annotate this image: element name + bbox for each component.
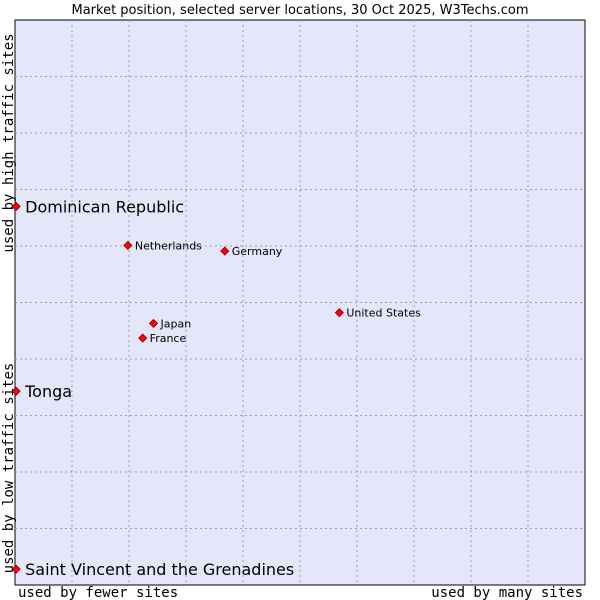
point-marker-saint-vincent-and-the-grenadines (11, 564, 21, 574)
y-axis-label-high: used by high traffic sites (1, 33, 17, 252)
point-france: France (138, 332, 187, 345)
point-marker-france (138, 333, 148, 343)
point-label-tonga: Tonga (24, 382, 72, 401)
point-label-united-states: United States (346, 307, 421, 320)
point-marker-tonga (11, 386, 21, 396)
point-japan: Japan (148, 317, 192, 330)
point-marker-united-states (334, 308, 344, 318)
point-united-states: United States (334, 307, 421, 320)
point-label-saint-vincent-and-the-grenadines: Saint Vincent and the Grenadines (25, 560, 294, 579)
point-label-japan: Japan (160, 317, 192, 330)
point-marker-germany (220, 246, 230, 256)
point-marker-japan (148, 318, 159, 328)
point-tonga: Tonga (11, 382, 72, 401)
point-saint-vincent-and-the-grenadines: Saint Vincent and the Grenadines (11, 560, 294, 579)
point-marker-netherlands (123, 240, 133, 251)
x-axis-label-low: used by fewer sites (18, 585, 178, 600)
point-germany: Germany (220, 245, 283, 258)
point-label-germany: Germany (232, 245, 283, 258)
point-marker-dominican-republic (11, 201, 21, 212)
x-axis-label-high: used by many sites (431, 585, 583, 600)
chart-title: Market position, selected server locatio… (71, 3, 528, 18)
point-label-dominican-republic: Dominican Republic (25, 197, 184, 216)
point-label-netherlands: Netherlands (135, 239, 202, 252)
grid-lines (15, 20, 585, 585)
y-axis-label-low: used by low traffic sites (1, 363, 17, 574)
point-dominican-republic: Dominican Republic (11, 197, 184, 216)
data-points: Dominican Republic Netherlands Germany Unit… (11, 197, 421, 579)
point-label-france: France (150, 332, 187, 345)
point-netherlands: Netherlands (123, 239, 202, 252)
